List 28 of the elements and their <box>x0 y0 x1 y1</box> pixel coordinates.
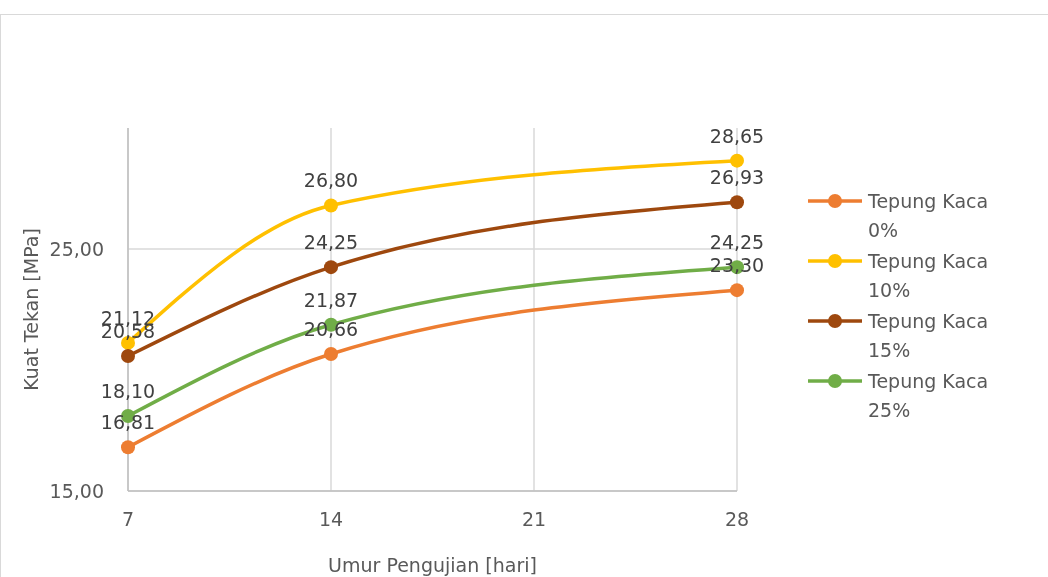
x-tick-label: 28 <box>724 508 750 530</box>
legend-label: Tepung Kaca 0% <box>867 190 989 241</box>
data-label: 24,25 <box>303 231 359 254</box>
point <box>324 198 338 213</box>
legend-label: Tepung Kaca 10% <box>867 250 989 301</box>
data-label: 21,87 <box>303 288 359 311</box>
data-label: 28,65 <box>709 124 765 147</box>
point <box>324 260 338 275</box>
x-axis-title: Umur Pengujian [hari] <box>328 554 537 576</box>
data-label: 26,93 <box>709 166 765 189</box>
data-label: 16,81 <box>100 411 156 434</box>
legend-label: Tepung Kaca 15% <box>867 310 989 361</box>
y-axis-title: Kuat Tekan [MPa] <box>20 228 42 391</box>
point <box>324 347 338 362</box>
y-tick-label: 15,00 <box>49 480 104 502</box>
point <box>121 440 135 455</box>
data-label: 24,25 <box>709 231 765 254</box>
y-tick-label: 25,00 <box>49 238 104 260</box>
legend-label: Tepung Kaca 25% <box>867 370 989 421</box>
x-tick-label: 21 <box>521 508 547 530</box>
point <box>121 348 135 363</box>
x-tick-label: 14 <box>318 508 344 530</box>
data-label: 26,80 <box>303 169 359 192</box>
data-label: 18,10 <box>100 379 156 402</box>
x-tick-label: 7 <box>121 508 135 530</box>
point <box>730 195 744 210</box>
point <box>730 283 744 298</box>
point <box>730 153 744 168</box>
